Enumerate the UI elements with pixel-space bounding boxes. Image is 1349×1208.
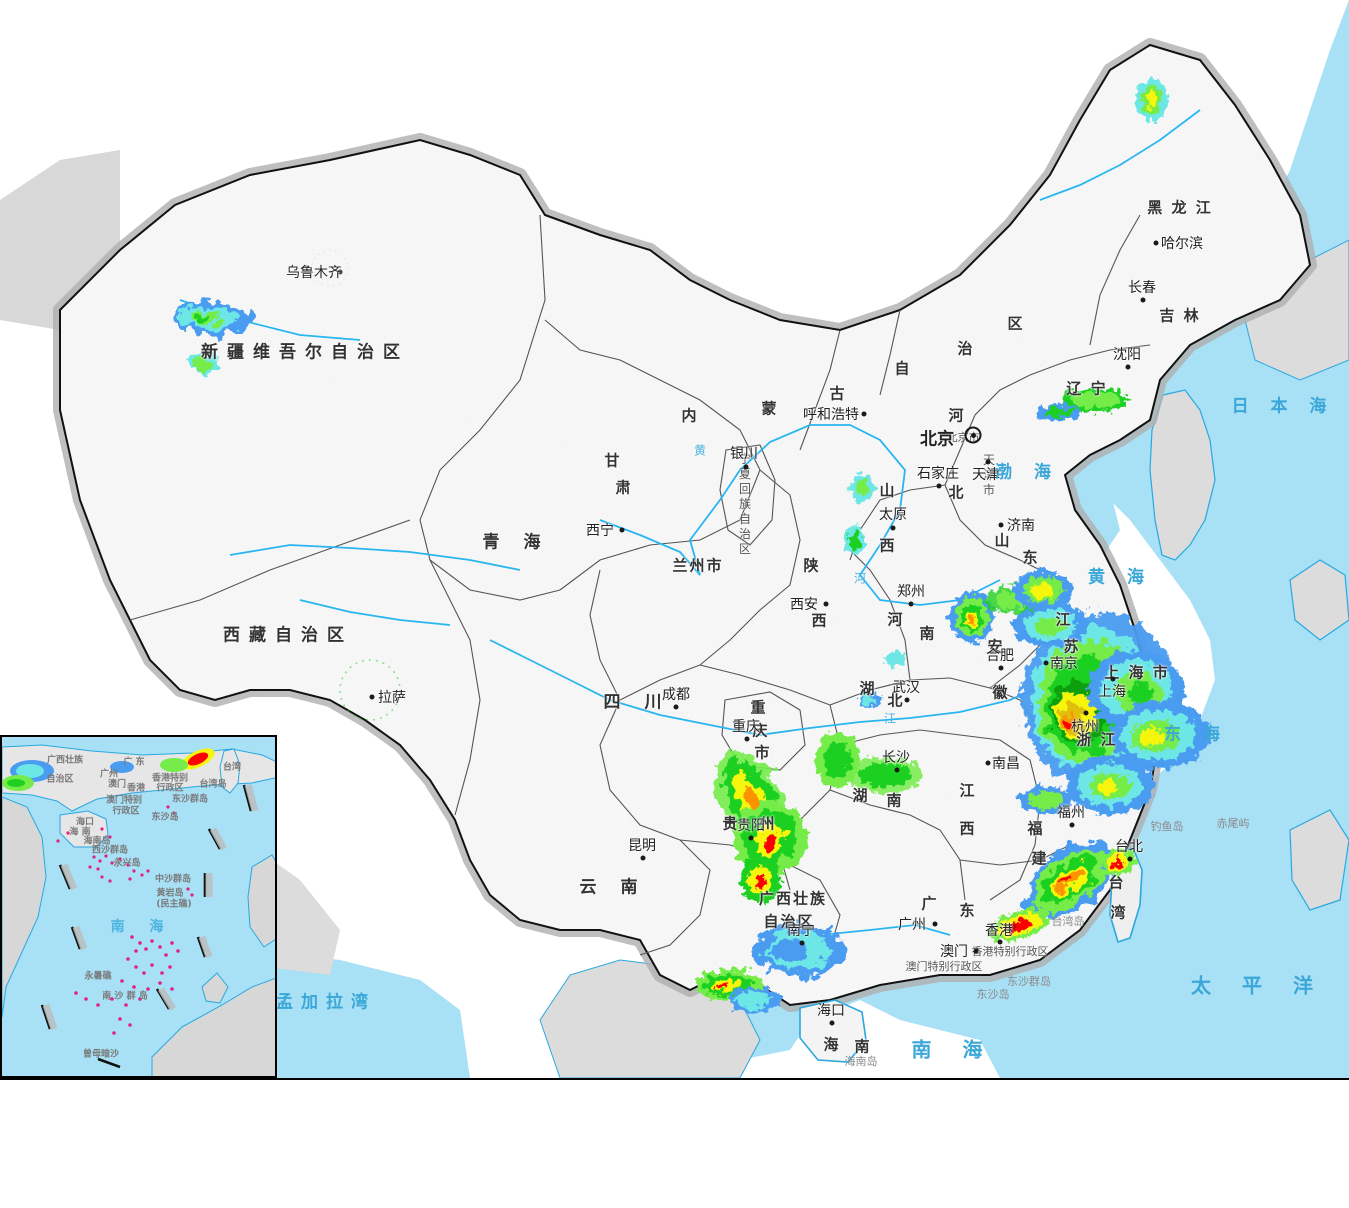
city-marker[interactable]: [861, 411, 867, 417]
inset-geometry: [2, 744, 275, 1076]
south-china-sea-inset[interactable]: 广西壮族 自治区广 东广州 澳门 香港 香港特别 行政区 澳门特别 行政区 台湾 台湾岛 东沙群岛东…: [0, 735, 277, 1078]
city-marker[interactable]: [894, 767, 900, 773]
city-marker[interactable]: [973, 948, 979, 954]
city-marker[interactable]: [829, 1020, 835, 1026]
radar-map[interactable]: 新疆维吾尔自治区 西藏自治区青 海四 川云 南甘肃内蒙古自治区宁夏回族自治区 兰州市…: [0, 0, 1349, 1078]
city-marker[interactable]: [985, 760, 991, 766]
city-marker[interactable]: [997, 939, 1003, 945]
city-marker[interactable]: [1153, 240, 1159, 246]
city-marker[interactable]: [1127, 856, 1133, 862]
city-marker[interactable]: [743, 464, 749, 470]
city-marker[interactable]: [748, 835, 754, 841]
city-marker[interactable]: [998, 665, 1004, 671]
city-marker[interactable]: [904, 697, 910, 703]
city-marker[interactable]: [1110, 676, 1116, 682]
city-marker[interactable]: [673, 704, 679, 710]
city-marker[interactable]: [998, 522, 1004, 528]
city-marker[interactable]: [1140, 297, 1146, 303]
city-marker[interactable]: [932, 921, 938, 927]
city-marker[interactable]: [744, 736, 750, 742]
city-marker[interactable]: [619, 527, 625, 533]
city-marker[interactable]: [369, 694, 375, 700]
city-marker[interactable]: [799, 940, 805, 946]
city-marker[interactable]: [337, 269, 343, 275]
legend-panel: 全国雷达拼图 [2026-04-01 03:30:00] [ 组合反射率 ] d…: [0, 1078, 1349, 1208]
city-marker[interactable]: [1083, 710, 1089, 716]
province-border-layer: [129, 214, 1151, 956]
radar-echo-layer: [175, 78, 1210, 1013]
city-marker[interactable]: [823, 601, 829, 607]
city-marker[interactable]: [640, 855, 646, 861]
city-marker[interactable]: [1069, 822, 1075, 828]
city-marker[interactable]: [936, 483, 942, 489]
capital-marker-beijing[interactable]: [964, 426, 982, 444]
city-marker[interactable]: [1043, 660, 1049, 666]
city-marker[interactable]: [890, 525, 896, 531]
city-marker[interactable]: [1125, 364, 1131, 370]
city-marker[interactable]: [985, 459, 991, 465]
city-marker[interactable]: [908, 601, 914, 607]
china-landmass: [0, 0, 1349, 1063]
